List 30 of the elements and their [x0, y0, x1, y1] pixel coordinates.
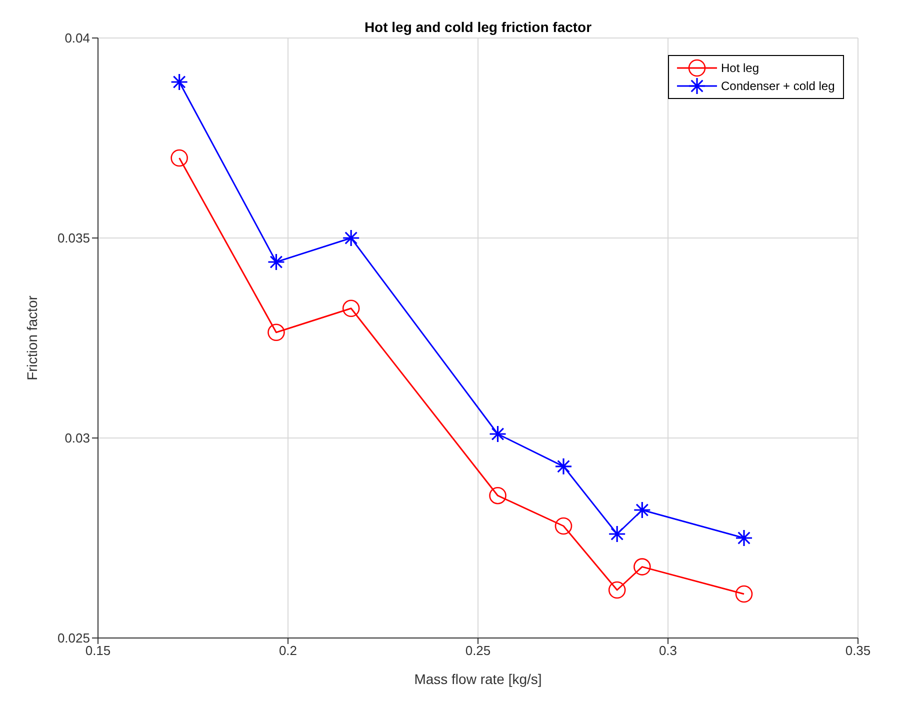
x-axis-title: Mass flow rate [kg/s] [414, 671, 542, 687]
point [342, 229, 360, 247]
point [735, 585, 753, 603]
x-tick-label: 0.35 [845, 643, 871, 658]
x-tick-label: 0.15 [85, 643, 111, 658]
point [267, 253, 286, 271]
x-tick-label: 0.3 [658, 643, 678, 658]
chart-title: Hot leg and cold leg friction factor [364, 19, 592, 35]
point [554, 517, 572, 535]
y-tick-label: 0.025 [57, 630, 90, 646]
legend-label: Condenser + cold leg [721, 78, 835, 95]
point [170, 73, 188, 91]
point [608, 581, 626, 599]
y-tick-label: 0.03 [64, 430, 90, 446]
point [633, 501, 651, 519]
y-tick-label: 0.04 [64, 30, 90, 46]
y-tick-label: 0.035 [57, 230, 90, 246]
point [608, 525, 626, 543]
point [268, 324, 285, 342]
y-axis-title: Friction factor [24, 295, 40, 380]
x-tick-label: 0.25 [465, 643, 491, 658]
x-tick-label: 0.2 [278, 643, 298, 658]
point [488, 425, 507, 443]
point [489, 486, 506, 504]
point [554, 458, 572, 476]
legend-label: Hot leg [721, 60, 760, 77]
point [342, 300, 360, 318]
point [735, 529, 753, 547]
point [170, 149, 188, 167]
point [634, 558, 651, 576]
